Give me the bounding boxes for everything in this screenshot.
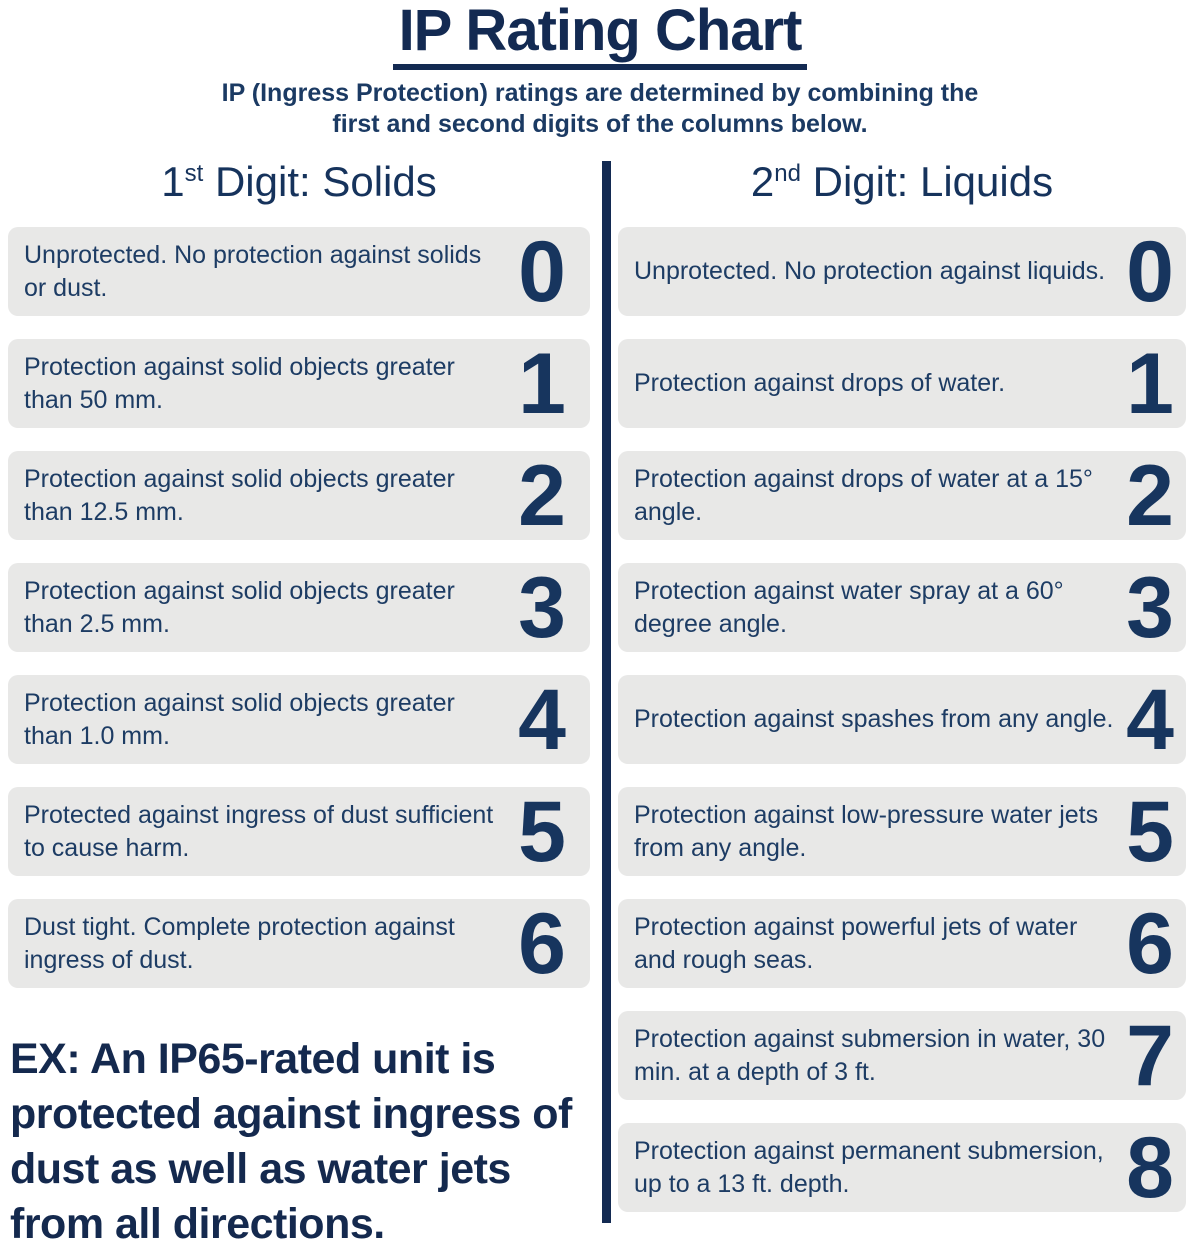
- rating-description: Unprotected. No protection against liqui…: [634, 257, 1106, 286]
- rating-description: Protection against drops of water.: [634, 369, 1006, 398]
- heading-number: 2: [750, 158, 775, 205]
- rating-description: Protection against submersion in water, …: [634, 1025, 1106, 1086]
- ip-rating-row: Protection against permanent submersion,…: [618, 1123, 1186, 1212]
- heading-ordinal: st: [184, 160, 204, 187]
- rating-digit: 8: [1126, 1119, 1174, 1216]
- solids-rows: Unprotected. No protection against solid…: [8, 227, 590, 988]
- ip-rating-row: Protection against solid objects greater…: [8, 563, 590, 652]
- rating-digit: 5: [1126, 783, 1174, 880]
- rating-digit: 0: [1126, 223, 1174, 320]
- ip-rating-row: Protection against low-pressure water je…: [618, 787, 1186, 876]
- rating-digit: 1: [518, 335, 566, 432]
- rating-description: Protection against water spray at a 60° …: [634, 577, 1064, 638]
- rating-description: Protection against spashes from any angl…: [634, 705, 1114, 734]
- rating-description: Protection against permanent submersion,…: [634, 1137, 1104, 1198]
- ip-rating-row: Unprotected. No protection against liqui…: [618, 227, 1186, 316]
- rating-digit: 7: [1126, 1007, 1174, 1104]
- heading-text: Digit: Solids: [203, 158, 437, 205]
- ip-rating-row: Protection against spashes from any angl…: [618, 675, 1186, 764]
- heading-number: 1: [161, 158, 185, 205]
- ip-rating-row: Protected against ingress of dust suffic…: [8, 787, 590, 876]
- rating-digit: 4: [518, 671, 566, 768]
- rating-digit: 5: [518, 783, 566, 880]
- rating-description: Protection against low-pressure water je…: [634, 801, 1099, 862]
- rating-description: Protection against solid objects greater…: [24, 465, 455, 526]
- rating-description: Unprotected. No protection against solid…: [24, 241, 482, 302]
- rating-digit: 4: [1126, 671, 1174, 768]
- ip-rating-row: Protection against powerful jets of wate…: [618, 899, 1186, 988]
- rating-digit: 3: [518, 559, 566, 656]
- heading-text: Digit: Liquids: [800, 158, 1054, 205]
- ip-rating-row: Unprotected. No protection against solid…: [8, 227, 590, 316]
- rating-description: Dust tight. Complete protection against …: [24, 913, 455, 974]
- rating-digit: 2: [1126, 447, 1174, 544]
- rating-digit: 3: [1126, 559, 1174, 656]
- ip-rating-row: Dust tight. Complete protection against …: [8, 899, 590, 988]
- ip-rating-row: Protection against submersion in water, …: [618, 1011, 1186, 1100]
- ip-rating-row: Protection against solid objects greater…: [8, 451, 590, 540]
- rating-digit: 6: [1126, 895, 1174, 992]
- rating-digit: 1: [1126, 335, 1174, 432]
- ip-rating-row: Protection against solid objects greater…: [8, 675, 590, 764]
- liquids-column-heading: 2nd Digit: Liquids: [618, 161, 1186, 203]
- rating-description: Protection against solid objects greater…: [24, 689, 455, 750]
- rating-description: Protection against solid objects greater…: [24, 353, 455, 414]
- rating-columns: 1st Digit: Solids Unprotected. No protec…: [0, 161, 1200, 1252]
- heading-ordinal: nd: [774, 160, 801, 187]
- solids-column-heading: 1st Digit: Solids: [8, 161, 590, 203]
- liquids-rows: Unprotected. No protection against liqui…: [618, 227, 1186, 1212]
- rating-description: Protection against solid objects greater…: [24, 577, 455, 638]
- rating-digit: 6: [518, 895, 566, 992]
- example-note: EX: An IP65-rated unit is protected agai…: [10, 1035, 572, 1249]
- column-divider: [602, 161, 611, 1223]
- rating-digit: 0: [518, 223, 566, 320]
- solids-column: 1st Digit: Solids Unprotected. No protec…: [0, 161, 598, 1252]
- ip-rating-row: Protection against drops of water at a 1…: [618, 451, 1186, 540]
- page-subtitle: IP (Ingress Protection) ratings are dete…: [221, 79, 979, 138]
- rating-digit: 2: [518, 447, 566, 544]
- rating-description: Protected against ingress of dust suffic…: [24, 801, 494, 862]
- page-title: IP Rating Chart: [392, 2, 808, 70]
- rating-description: Protection against drops of water at a 1…: [634, 465, 1093, 526]
- ip-rating-row: Protection against water spray at a 60° …: [618, 563, 1186, 652]
- ip-rating-row: Protection against drops of water. 1: [618, 339, 1186, 428]
- page-header: IP Rating Chart IP (Ingress Protection) …: [0, 0, 1200, 139]
- liquids-column: 2nd Digit: Liquids Unprotected. No prote…: [598, 161, 1200, 1252]
- ip-rating-row: Protection against solid objects greater…: [8, 339, 590, 428]
- rating-description: Protection against powerful jets of wate…: [634, 913, 1078, 974]
